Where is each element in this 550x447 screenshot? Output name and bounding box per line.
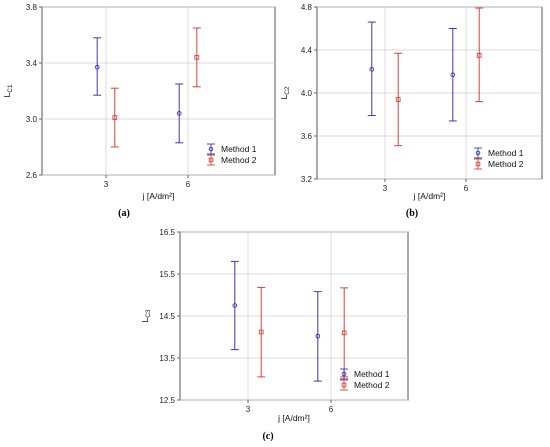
y-tick-label: 2.6 xyxy=(26,171,38,180)
mean-point xyxy=(395,97,401,102)
mean-point xyxy=(112,115,118,120)
x-axis-label: j [A/dm²] xyxy=(413,191,446,201)
legend-entry-label: Method 1 xyxy=(354,369,390,379)
x-tick-label: 6 xyxy=(464,184,469,193)
x-tick-label: 3 xyxy=(246,405,251,414)
mean-point xyxy=(94,64,100,70)
series-method-1 xyxy=(367,21,457,122)
panel-label: (a) xyxy=(118,208,130,219)
y-tick-label: 16.5 xyxy=(159,228,175,237)
y-axis-label-subscript: C2 xyxy=(284,86,291,95)
y-axis-label-main: L xyxy=(2,93,12,98)
y-tick-label: 12.5 xyxy=(159,396,175,405)
legend-entry-label: Method 2 xyxy=(488,159,524,169)
series-method-2 xyxy=(394,7,484,147)
legend-swatch-marker xyxy=(341,371,347,377)
series-method-2 xyxy=(110,27,201,148)
legend-swatch-marker xyxy=(475,161,481,167)
y-tick-label: 15.5 xyxy=(159,270,175,279)
y-tick-label: 4.0 xyxy=(301,89,313,98)
x-tick-label: 3 xyxy=(383,184,388,193)
y-tick-label: 3.4 xyxy=(26,59,38,68)
y-tick-label: 3.2 xyxy=(301,175,313,184)
legend-swatch-marker xyxy=(208,157,214,163)
legend-swatch-marker xyxy=(208,146,214,152)
mean-point xyxy=(369,66,375,72)
y-axis-label-main: L xyxy=(140,318,150,323)
y-tick-label: 3.0 xyxy=(26,115,38,124)
mean-point xyxy=(450,72,456,78)
y-axis-label-subscript: C3 xyxy=(145,309,152,318)
mean-point xyxy=(476,53,482,58)
y-tick-label: 13.5 xyxy=(159,354,175,363)
legend-entry-label: Method 1 xyxy=(221,144,257,154)
mean-point xyxy=(341,330,347,336)
x-tick-label: 6 xyxy=(329,405,334,414)
y-axis-label: LC1 xyxy=(2,84,14,97)
y-tick-label: 4.8 xyxy=(301,3,313,12)
legend-entry-label: Method 2 xyxy=(354,380,390,390)
panel-label: (b) xyxy=(406,208,418,219)
y-axis-label-subscript: C1 xyxy=(7,84,14,93)
mean-point xyxy=(315,333,321,339)
mean-point xyxy=(194,55,200,60)
x-axis-label: j [A/dm²] xyxy=(142,191,175,201)
series-method-1 xyxy=(230,260,322,382)
y-axis-label: LC2 xyxy=(279,86,291,99)
x-tick-label: 6 xyxy=(186,180,191,189)
y-tick-label: 14.5 xyxy=(159,312,175,321)
mean-point xyxy=(232,303,238,308)
y-axis-label: LC3 xyxy=(140,309,152,322)
y-tick-label: 4.4 xyxy=(301,46,313,55)
legend-entry-label: Method 1 xyxy=(488,148,524,158)
y-axis-label-main: L xyxy=(279,95,289,100)
legend-entry-label: Method 2 xyxy=(221,155,257,165)
legend-swatch-marker xyxy=(341,382,347,388)
panel-label: (c) xyxy=(262,431,273,442)
mean-point xyxy=(176,111,182,116)
y-tick-label: 3.6 xyxy=(301,132,313,141)
y-tick-label: 3.8 xyxy=(26,3,38,12)
plot-area xyxy=(41,6,276,176)
legend-swatch-marker xyxy=(475,150,481,156)
x-tick-label: 3 xyxy=(104,180,109,189)
x-axis-label: j [A/dm²] xyxy=(277,413,310,423)
mean-point xyxy=(258,329,264,335)
series-method-1 xyxy=(93,37,184,144)
